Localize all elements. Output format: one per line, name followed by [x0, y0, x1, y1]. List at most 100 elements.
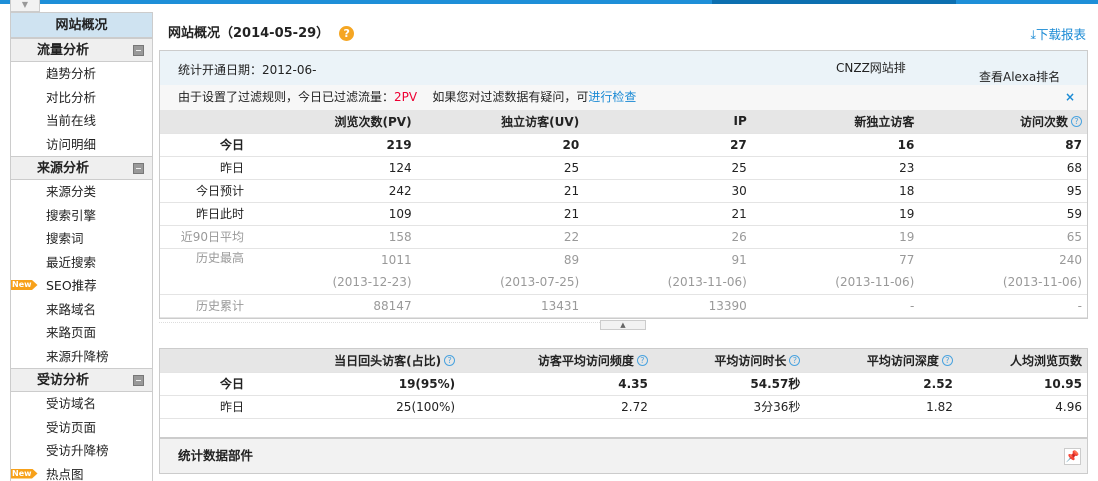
overview-panel: 统计开通日期：2012-06- CNZZ网站排 查看Alexa排名 由于设置了过…	[159, 50, 1088, 319]
table-cell: 2.72	[460, 395, 653, 419]
table-cell: 240 (2013-11-06)	[919, 248, 1087, 295]
table-header: 当日回头访客(占比)? 访客平均访问频度? 平均访问时长? 平均访问深度? 人均浏览页数	[160, 349, 1087, 373]
table-cell: 25(100%)	[249, 395, 461, 419]
table-header: 浏览次数(PV) 独立访客(UV) IP 新独立访客 访问次数?	[160, 110, 1087, 134]
help-icon[interactable]: ?	[789, 354, 801, 366]
new-badge: New	[11, 468, 38, 479]
cnzz-rank: CNZZ网站排	[836, 61, 906, 75]
help-icon[interactable]: ?	[941, 354, 953, 366]
sidebar-item[interactable]: 来路域名	[46, 301, 97, 317]
sidebar-item[interactable]: New 热点图	[11, 466, 84, 481]
table-cell: 19	[751, 225, 920, 249]
column-header: 当日回头访客(占比)?	[249, 349, 461, 373]
table-cell: 23	[751, 156, 920, 180]
table-cell: 27	[584, 133, 752, 157]
sidebar-section[interactable]: 流量分析	[11, 38, 152, 62]
help-icon[interactable]: ?	[444, 354, 456, 366]
table-row: 历史最高 1011 (2013-12-23) 89 (2013-07-25) 91 (201…	[160, 248, 1087, 295]
table-cell: 87	[919, 133, 1087, 157]
table-cell: 19	[751, 202, 920, 226]
sidebar-item[interactable]: 最近搜索	[46, 254, 97, 270]
sidebar-item[interactable]: 搜索引擎	[46, 207, 97, 223]
help-icon[interactable]: ?	[339, 26, 355, 41]
check-link[interactable]: 进行检查	[588, 90, 637, 104]
table-cell: 1011 (2013-12-23)	[249, 248, 417, 295]
collapse-icon[interactable]	[133, 375, 144, 386]
sidebar-item[interactable]: 来源升降榜	[46, 348, 109, 364]
sidebar-section[interactable]: 来源分析	[11, 156, 152, 180]
table-cell: 77 (2013-11-06)	[751, 248, 920, 295]
top-bar	[0, 0, 1098, 4]
column-header: 平均访问时长?	[652, 349, 806, 373]
column-header: 人均浏览页数	[957, 349, 1087, 373]
filter-notice: 由于设置了过滤规则，今日已过滤流量：2PV 如果您对过滤数据有疑问，可进行检查 …	[160, 85, 1087, 110]
sidebar-item[interactable]: 来路页面	[46, 325, 97, 340]
column-header: IP	[584, 110, 752, 134]
column-header: 平均访问深度?	[805, 349, 958, 373]
table-cell: 22	[416, 225, 585, 249]
row-label: 昨日	[160, 395, 249, 419]
table-cell: 13390	[584, 294, 752, 318]
sidebar-item[interactable]: 访问明细	[46, 136, 97, 152]
sidebar-item[interactable]: 当前在线	[46, 113, 97, 128]
sidebar-item[interactable]: 受访升降榜	[46, 443, 109, 458]
table-cell: 88147	[249, 294, 417, 318]
row-label: 昨日此时	[160, 202, 249, 226]
sidebar-item[interactable]: New SEO推荐	[11, 278, 97, 293]
table-cell: 158	[249, 225, 417, 249]
table-cell: 124	[249, 156, 417, 180]
close-icon[interactable]: ×	[1064, 90, 1075, 104]
table-cell: 91 (2013-11-06)	[584, 248, 752, 295]
table-row: 历史累计 88147 13431 13390- -	[160, 294, 1087, 318]
sidebar-item[interactable]: 受访页面	[46, 419, 97, 435]
start-date: 统计开通日期：2012-06-	[178, 63, 317, 77]
help-icon[interactable]: ?	[1071, 115, 1082, 127]
column-header	[160, 349, 249, 373]
collapse-icon[interactable]	[133, 163, 144, 174]
table-cell: 30	[584, 179, 752, 203]
table-cell: 21	[416, 179, 585, 203]
sidebar-item[interactable]: 搜索词	[46, 231, 84, 246]
table-row: 今日 219 20 27 16 87	[160, 133, 1087, 157]
download-icon: ⤓	[1030, 27, 1036, 42]
table-cell: 4.35	[460, 372, 653, 396]
table-cell: -	[919, 294, 1087, 318]
sidebar-item[interactable]: 对比分析	[46, 89, 97, 105]
row-label: 历史累计	[160, 294, 249, 318]
table-cell: 16	[751, 133, 920, 157]
table-cell: 95	[919, 179, 1087, 203]
row-label: 今日预计	[160, 179, 249, 203]
sidebar: 网站概况 流量分析趋势分析对比分析当前在线访问明细来源分析来源分类搜索引擎搜索词…	[10, 12, 153, 481]
pin-icon[interactable]: 📌	[1064, 448, 1081, 465]
table-cell: 59	[919, 202, 1087, 226]
collapse-toggle[interactable]: ▼	[10, 0, 40, 12]
download-report-link[interactable]: ⤓下载报表	[1030, 27, 1086, 42]
table-cell: 219	[249, 133, 417, 157]
sidebar-item-overview[interactable]: 网站概况	[11, 13, 152, 38]
sidebar-section[interactable]: 受访分析	[11, 368, 152, 392]
column-header: 访问次数?	[919, 110, 1087, 134]
collapse-table-button[interactable]: ▲	[600, 320, 646, 330]
visitor-panel: 当日回头访客(占比)? 访客平均访问频度? 平均访问时长? 平均访问深度? 人均浏览页数…	[159, 348, 1088, 474]
table-cell: 13431	[416, 294, 585, 318]
collapse-icon[interactable]	[133, 45, 144, 56]
table-cell: 2.52	[805, 372, 958, 396]
table-cell: 109	[249, 202, 417, 226]
table-cell: 10.95	[957, 372, 1087, 396]
table-cell: 21	[416, 202, 585, 226]
table-cell: 4.96	[957, 395, 1087, 419]
column-header: 新独立访客	[751, 110, 920, 134]
table-cell: 54.57秒	[652, 372, 806, 396]
page-title: 网站概况（2014-05-29）?	[168, 22, 355, 41]
sidebar-item[interactable]: 来源分类	[46, 184, 97, 199]
sidebar-item[interactable]: 受访域名	[46, 396, 97, 411]
alexa-rank-link[interactable]: 查看Alexa排名	[979, 70, 1061, 84]
table-cell: 68	[919, 156, 1087, 180]
visitor-table: 当日回头访客(占比)? 访客平均访问频度? 平均访问时长? 平均访问深度? 人均浏览页数…	[160, 349, 1087, 437]
sidebar-item[interactable]: 趋势分析	[46, 66, 97, 81]
help-icon[interactable]: ?	[636, 354, 648, 366]
table-row: 昨日此时 109 21 21 19 59	[160, 202, 1087, 226]
column-header: 浏览次数(PV)	[249, 110, 417, 134]
column-header	[160, 110, 249, 134]
row-label: 今日	[160, 372, 249, 396]
